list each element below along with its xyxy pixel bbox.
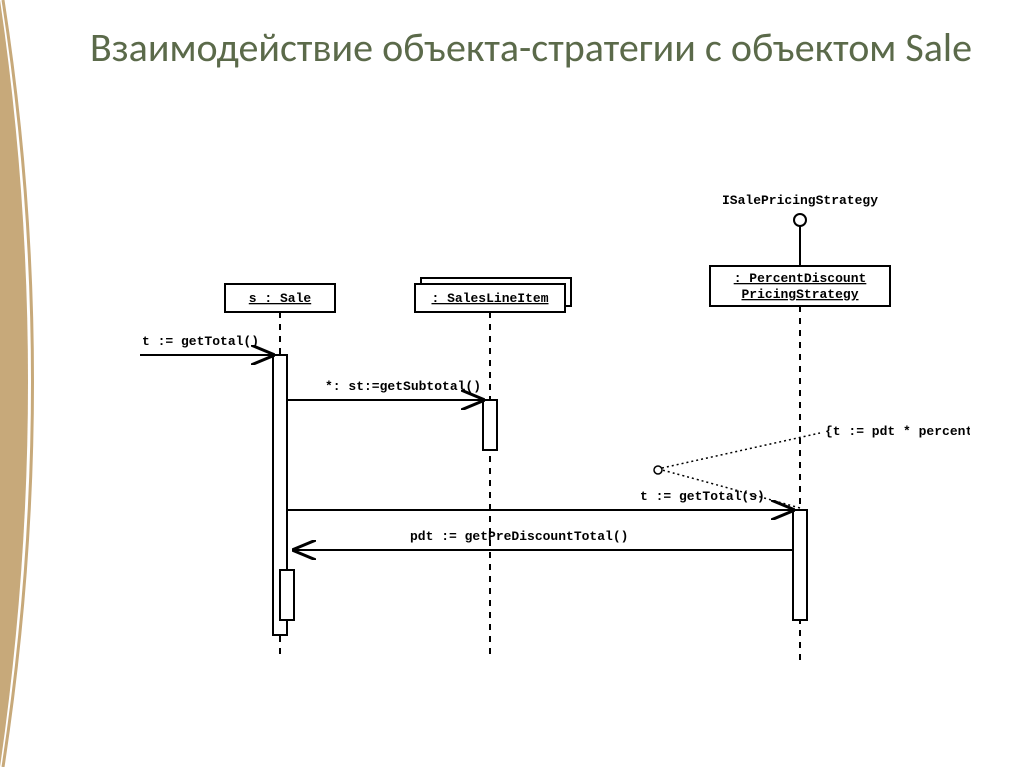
- msg-gettotal-s-label: t := getTotal(s): [640, 489, 765, 504]
- msg-gettotal-label: t := getTotal(): [142, 334, 259, 349]
- interface-label: ISalePricingStrategy: [722, 193, 878, 208]
- msg-getsubtotal-label: *: st:=getSubtotal(): [325, 379, 481, 394]
- activation-strategy: [793, 510, 807, 620]
- sequence-diagram: ISalePricingStrategy s : Sale : SalesLin…: [100, 190, 970, 670]
- slide-title: Взаимодействие объекта-стратегии с объек…: [90, 25, 972, 71]
- lifeline-strategy-label2: PricingStrategy: [741, 287, 858, 302]
- msg-getprediscount-label: pdt := getPreDiscountTotal(): [410, 529, 628, 544]
- lifeline-strategy-label1: : PercentDiscount: [734, 271, 867, 286]
- lifeline-sli-label: : SalesLineItem: [431, 291, 548, 306]
- lifeline-sale-label: s : Sale: [249, 291, 312, 306]
- constraint-note-text: {t := pdt * percentage}: [825, 424, 970, 439]
- activation-sale-nested: [280, 570, 294, 620]
- activation-sli: [483, 400, 497, 450]
- accent-arc: [0, 0, 64, 767]
- lifeline-saleslineitem: : SalesLineItem: [415, 278, 571, 660]
- lollipop-icon: [794, 214, 806, 226]
